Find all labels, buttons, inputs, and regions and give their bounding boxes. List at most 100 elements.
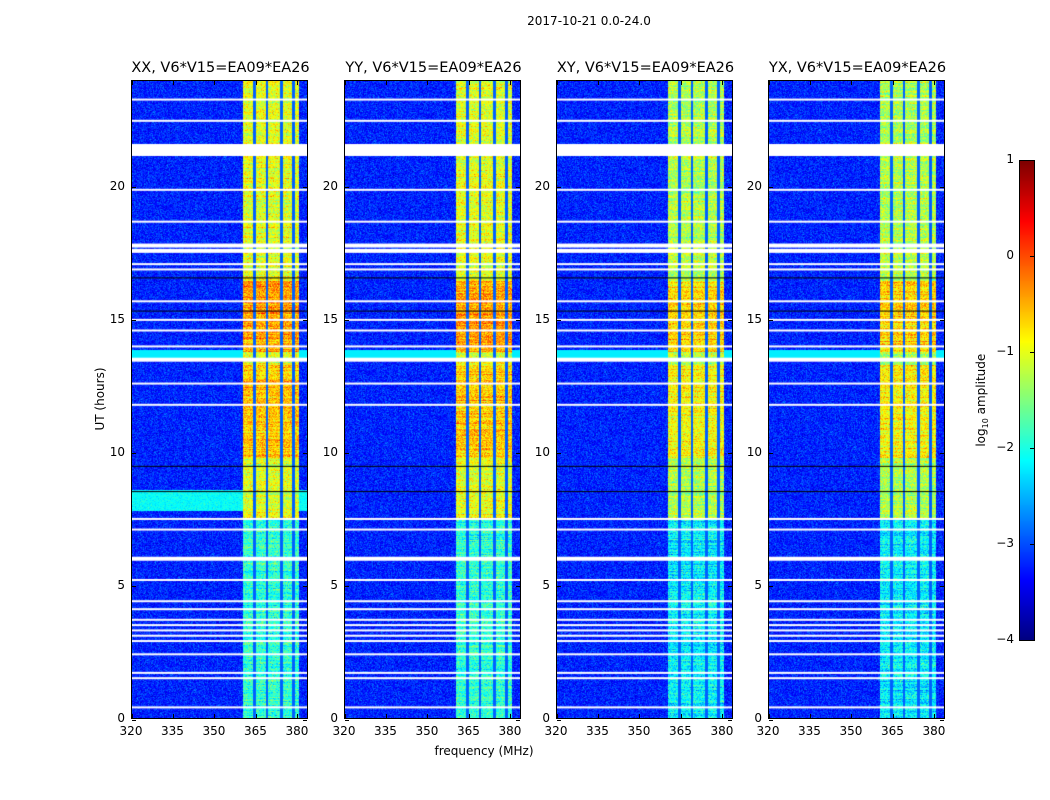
y-tick [557,586,561,588]
y-tick [516,187,520,188]
y-tick [132,187,136,188]
y-tick [303,586,307,588]
x-tick [344,81,346,85]
y-tick [769,453,773,455]
colorbar-tick-label: −3 [996,536,1014,550]
heatmap-xy [557,81,732,718]
x-tick-label: 365 [669,724,692,738]
y-tick [303,453,307,455]
panel-xx: XX, V6*V15=EA09*EA26 [131,60,310,721]
y-tick-label: 10 [534,444,550,459]
y-tick [769,586,773,588]
y-tick [728,453,732,455]
x-tick [172,81,174,85]
y-tick [557,187,561,188]
y-tick-label: 5 [330,577,338,592]
x-tick [892,714,894,718]
y-tick [940,719,944,721]
colorbar-tick [1030,639,1034,641]
x-tick [344,714,346,718]
y-tick [345,586,349,588]
y-tick [769,187,773,188]
colorbar-tick [1030,543,1034,545]
x-tick [427,81,429,85]
y-axis-label: UT (hours) [93,367,107,431]
y-tick-label: 15 [534,311,550,326]
x-tick [556,714,558,718]
x-tick [722,81,724,85]
y-tick [769,320,773,322]
colorbar [1019,160,1035,641]
y-tick [132,719,136,721]
x-tick [851,714,853,718]
colorbar-label-sub: 10 [981,418,991,429]
y-tick-label: 5 [117,577,125,592]
colorbar-tick-label: −4 [996,632,1014,646]
x-tick [255,81,257,85]
x-tick-label: 350 [202,724,226,738]
colorbar-tick-label: 1 [1006,152,1014,166]
x-tick-label: 335 [374,724,397,738]
x-tick-label: 350 [839,724,863,738]
y-tick [303,187,307,188]
y-tick [345,453,349,455]
colorbar-tick-label: 0 [1006,248,1014,262]
x-tick [768,714,770,718]
y-tick-label: 0 [754,711,762,725]
x-tick [809,714,811,718]
x-tick [597,714,599,718]
x-tick [722,714,724,718]
x-tick-label: 380 [710,724,734,738]
x-tick [297,714,299,718]
y-tick [303,320,307,322]
x-tick-label: 365 [244,724,267,738]
x-tick [131,81,133,85]
y-tick-label: 0 [542,711,550,725]
y-tick [940,187,944,188]
x-tick-label: 320 [119,724,143,738]
colorbar-tick [1030,255,1034,257]
x-tick [297,81,299,85]
x-tick-label: 350 [627,724,651,738]
y-tick-label: 5 [754,577,762,592]
x-tick [255,714,257,718]
y-tick [940,453,944,455]
x-tick-label: 320 [544,724,568,738]
x-tick-label: 350 [415,724,439,738]
y-tick [557,320,561,322]
y-tick [345,320,349,322]
x-tick [934,714,936,718]
x-tick-label: 365 [881,724,904,738]
y-tick [132,453,136,455]
x-tick [468,81,470,85]
colorbar-gradient [1020,161,1034,640]
heatmap-xx [132,81,307,718]
x-tick [639,81,641,85]
y-tick [516,320,520,322]
x-tick [385,81,387,85]
x-tick [639,714,641,718]
panel-title: YX, V6*V15=EA09*EA26 [768,60,947,76]
x-tick [131,714,133,718]
x-tick [214,714,216,718]
colorbar-tick-label: −1 [996,344,1014,358]
x-tick [934,81,936,85]
x-tick-label: 380 [285,724,309,738]
panel-title: XY, V6*V15=EA09*EA26 [556,60,735,76]
panel-yy: YY, V6*V15=EA09*EA26 [344,60,522,721]
x-tick-label: 320 [756,724,780,738]
x-tick-label: 380 [498,724,522,738]
x-tick [510,714,512,718]
y-tick [303,719,307,721]
x-tick-label: 335 [161,724,184,738]
y-tick [940,586,944,588]
y-tick-label: 15 [109,311,125,326]
heatmap-yx [769,81,944,718]
y-tick-label: 20 [322,178,338,193]
y-tick [557,453,561,455]
x-tick [809,81,811,85]
y-tick [728,320,732,322]
x-tick-label: 380 [922,724,946,738]
y-tick-label: 20 [746,178,762,193]
